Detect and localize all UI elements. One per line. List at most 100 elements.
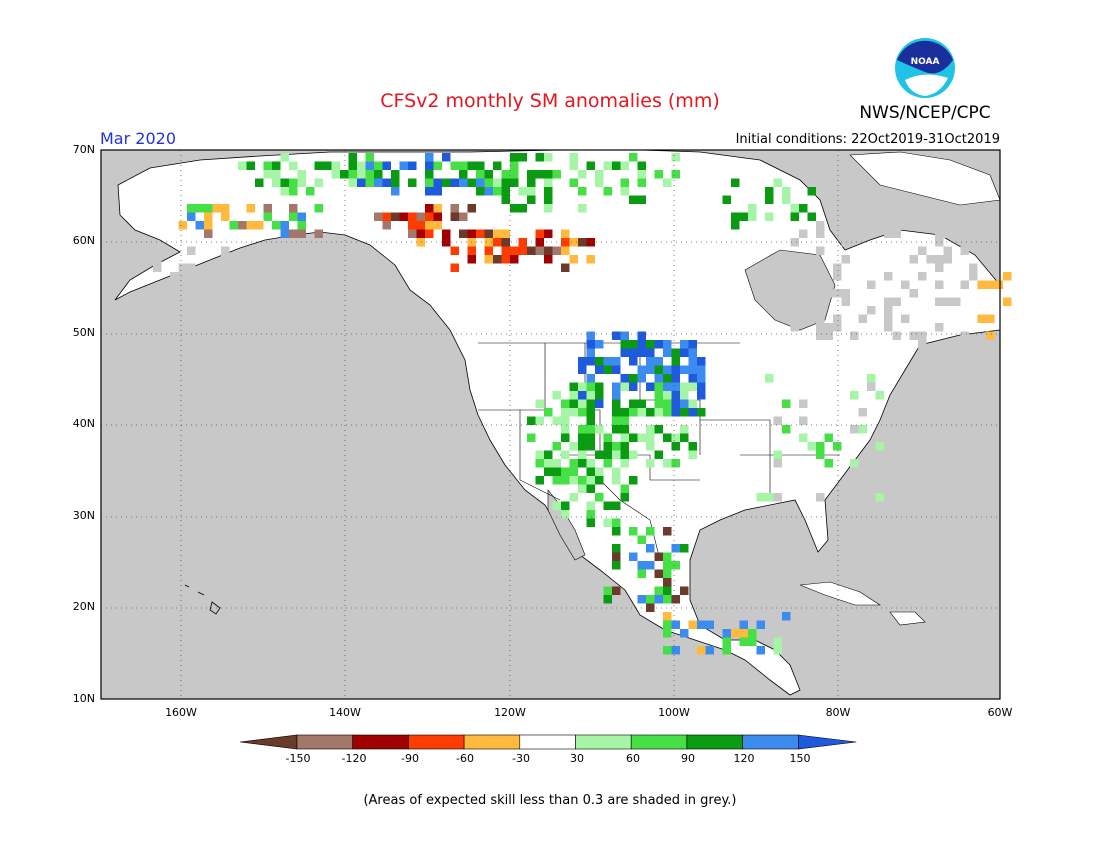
anomaly-cell <box>493 255 502 264</box>
anomaly-cell <box>782 187 791 196</box>
anomaly-cell <box>272 178 281 187</box>
anomaly-cell <box>552 501 561 510</box>
anomaly-cell <box>595 365 604 374</box>
anomaly-cell <box>578 408 587 417</box>
anomaly-cell <box>663 629 672 638</box>
anomaly-cell <box>280 229 289 238</box>
anomaly-cell <box>875 450 884 459</box>
anomaly-cell <box>739 637 748 646</box>
anomaly-cell <box>799 399 808 408</box>
anomaly-cell <box>586 348 595 357</box>
anomaly-cell <box>612 467 621 476</box>
anomaly-cell <box>467 161 476 170</box>
anomaly-cell <box>612 476 621 485</box>
anomaly-cell <box>280 187 289 196</box>
lat-label-50n: 50N <box>72 326 95 339</box>
anomaly-cell <box>586 442 595 451</box>
anomaly-cell <box>527 416 536 425</box>
anomaly-cell <box>671 544 680 553</box>
anomaly-cell <box>603 357 612 366</box>
anomaly-cell <box>331 161 340 170</box>
anomaly-cell <box>187 263 196 272</box>
anomaly-cell <box>450 263 459 272</box>
skill-footnote: (Areas of expected skill less than 0.3 a… <box>363 793 737 808</box>
anomaly-cell <box>246 161 255 170</box>
anomaly-cell <box>663 459 672 468</box>
anomaly-cell <box>586 255 595 264</box>
anomaly-cell <box>408 229 417 238</box>
anomaly-cell <box>824 433 833 442</box>
lat-label-60n: 60N <box>72 234 95 247</box>
anomaly-cell <box>348 170 357 179</box>
anomaly-cell <box>807 306 816 315</box>
anomaly-cell <box>620 331 629 340</box>
anomaly-cell <box>671 595 680 604</box>
anomaly-cell <box>612 442 621 451</box>
anomaly-cell <box>153 255 162 264</box>
anomaly-cell <box>867 382 876 391</box>
anomaly-cell <box>824 289 833 298</box>
anomaly-cell <box>544 195 553 204</box>
anomaly-cell <box>204 204 213 213</box>
anomaly-cell <box>493 161 502 170</box>
anomaly-cell <box>841 238 850 247</box>
anomaly-cell <box>612 518 621 527</box>
anomaly-cell <box>646 348 655 357</box>
anomaly-cell <box>501 229 510 238</box>
anomaly-cell <box>374 212 383 221</box>
anomaly-cell <box>365 178 374 187</box>
anomaly-cell <box>289 161 298 170</box>
forecast-month: Mar 2020 <box>100 129 176 148</box>
anomaly-cell <box>671 408 680 417</box>
anomaly-cell <box>527 170 536 179</box>
anomaly-cell <box>637 399 646 408</box>
anomaly-cell <box>765 374 774 383</box>
anomaly-cell <box>476 170 485 179</box>
anomaly-cell <box>722 646 731 655</box>
anomaly-cell <box>391 212 400 221</box>
anomaly-cell <box>850 391 859 400</box>
anomaly-cell <box>875 493 884 502</box>
anomaly-cell <box>425 187 434 196</box>
anomaly-cell <box>629 450 638 459</box>
anomaly-cell <box>544 204 553 213</box>
anomaly-cell <box>586 238 595 247</box>
anomaly-cell <box>646 527 655 536</box>
anomaly-cell <box>671 153 680 162</box>
anomaly-cell <box>552 246 561 255</box>
colorbar-tick: 150 <box>789 752 811 765</box>
anomaly-cell <box>620 382 629 391</box>
anomaly-cell <box>773 450 782 459</box>
anomaly-cell <box>595 493 604 502</box>
colorbar-swatch <box>463 734 521 750</box>
anomaly-cell <box>586 467 595 476</box>
anomaly-cell <box>833 314 842 323</box>
anomaly-cell <box>535 476 544 485</box>
anomaly-cell <box>425 221 434 230</box>
anomaly-cell <box>501 178 510 187</box>
anomaly-cell <box>459 212 468 221</box>
anomaly-cell <box>408 161 417 170</box>
anomaly-cell <box>272 221 281 230</box>
colorbar-tick: 90 <box>681 752 695 765</box>
anomaly-cell <box>918 340 927 349</box>
anomaly-cell <box>612 552 621 561</box>
anomaly-cell <box>637 535 646 544</box>
anomaly-cell <box>569 255 578 264</box>
anomaly-cell <box>425 153 434 162</box>
anomaly-cell <box>314 178 323 187</box>
lon-label-80w: 80W <box>825 706 851 719</box>
anomaly-cell <box>578 399 587 408</box>
anomaly-cell <box>518 238 527 247</box>
anomaly-cell <box>858 408 867 417</box>
anomaly-cell <box>187 204 196 213</box>
anomaly-cell <box>382 221 391 230</box>
anomaly-cell <box>612 586 621 595</box>
anomaly-cell <box>884 297 893 306</box>
colorbar-low-arrow <box>239 734 298 750</box>
anomaly-cell <box>535 399 544 408</box>
anomaly-cell <box>493 187 502 196</box>
anomaly-cell <box>297 170 306 179</box>
anomaly-cell <box>221 204 230 213</box>
anomaly-cell <box>263 204 272 213</box>
